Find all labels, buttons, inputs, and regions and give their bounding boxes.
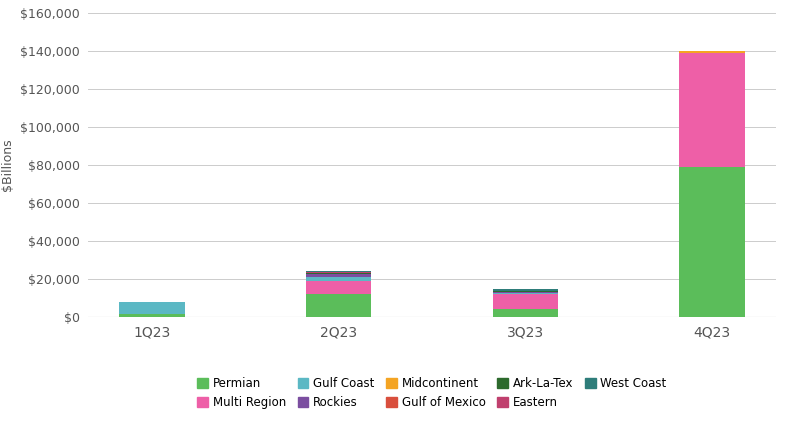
Bar [493,292,558,293]
Bar [306,271,371,272]
Bar [493,291,558,292]
Bar [679,53,745,167]
Y-axis label: $Billions: $Billions [2,139,14,191]
Bar [306,272,371,273]
Bar [679,167,745,317]
Legend: Permian, Multi Region, Gulf Coast, Rockies, Midcontinent, Gulf of Mexico, Ark-La: Permian, Multi Region, Gulf Coast, Rocki… [198,378,666,409]
Bar [306,281,371,294]
Bar [306,277,371,281]
Bar [306,294,371,317]
Bar [306,273,371,274]
Bar [493,309,558,317]
Bar [493,294,558,309]
Bar [679,51,745,53]
Bar [119,302,185,314]
Bar [119,314,185,317]
Bar [306,274,371,277]
Bar [493,290,558,291]
Bar [493,293,558,294]
